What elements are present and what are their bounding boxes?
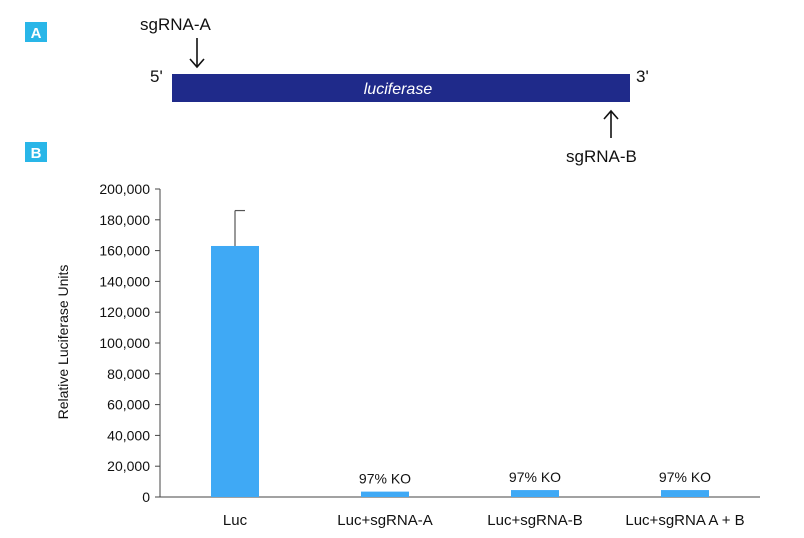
y-tick-label: 0 [142, 489, 150, 505]
ko-annotation: 97% KO [509, 469, 561, 485]
luciferase-gene-bar [172, 74, 630, 102]
y-tick-label: 100,000 [99, 335, 150, 351]
panel-b-badge [25, 142, 47, 162]
panel-a-badge [25, 22, 47, 42]
bar [211, 245, 259, 497]
y-tick-label: 60,000 [107, 397, 150, 413]
sgrna-b-label: sgRNA-B [566, 147, 637, 166]
bar [361, 491, 409, 497]
three-prime-label: 3' [636, 67, 649, 86]
y-tick-label: 140,000 [99, 273, 150, 289]
panel-b-letter: B [31, 145, 42, 162]
ko-annotation: 97% KO [359, 471, 411, 487]
ko-annotation: 97% KO [659, 469, 711, 485]
y-tick-label: 180,000 [99, 212, 150, 228]
y-tick-label: 20,000 [107, 458, 150, 474]
bar-chart: 0 20,000 40,000 60,000 80,000 100,000 120,000 1… [99, 181, 760, 529]
luciferase-gene-label: luciferase [364, 81, 433, 98]
panel-a-letter: A [31, 25, 42, 42]
x-category-label: Luc+sgRNA-B [487, 512, 582, 529]
y-tick-label: 160,000 [99, 243, 150, 259]
y-tick-label: 200,000 [99, 181, 150, 197]
x-category-label: Luc+sgRNA A + B [625, 512, 744, 529]
sgrna-a-label: sgRNA-A [140, 15, 212, 34]
y-axis-label: Relative Luciferase Units [55, 265, 71, 420]
y-tick-label: 120,000 [99, 304, 150, 320]
up-arrow-icon [603, 109, 619, 138]
y-tick-label: 40,000 [107, 427, 150, 443]
panel-b: B Relative Luciferase Units 0 20,000 40,00… [25, 142, 760, 529]
y-tick-label: 80,000 [107, 366, 150, 382]
five-prime-label: 5' [150, 67, 163, 86]
down-arrow-icon [189, 38, 205, 69]
bar [511, 490, 559, 497]
panel-a: A sgRNA-A 5' luciferase 3' sgRNA-B [25, 15, 649, 166]
bar [661, 490, 709, 497]
x-category-label: Luc [223, 512, 248, 529]
x-category-label: Luc+sgRNA-A [337, 512, 432, 529]
